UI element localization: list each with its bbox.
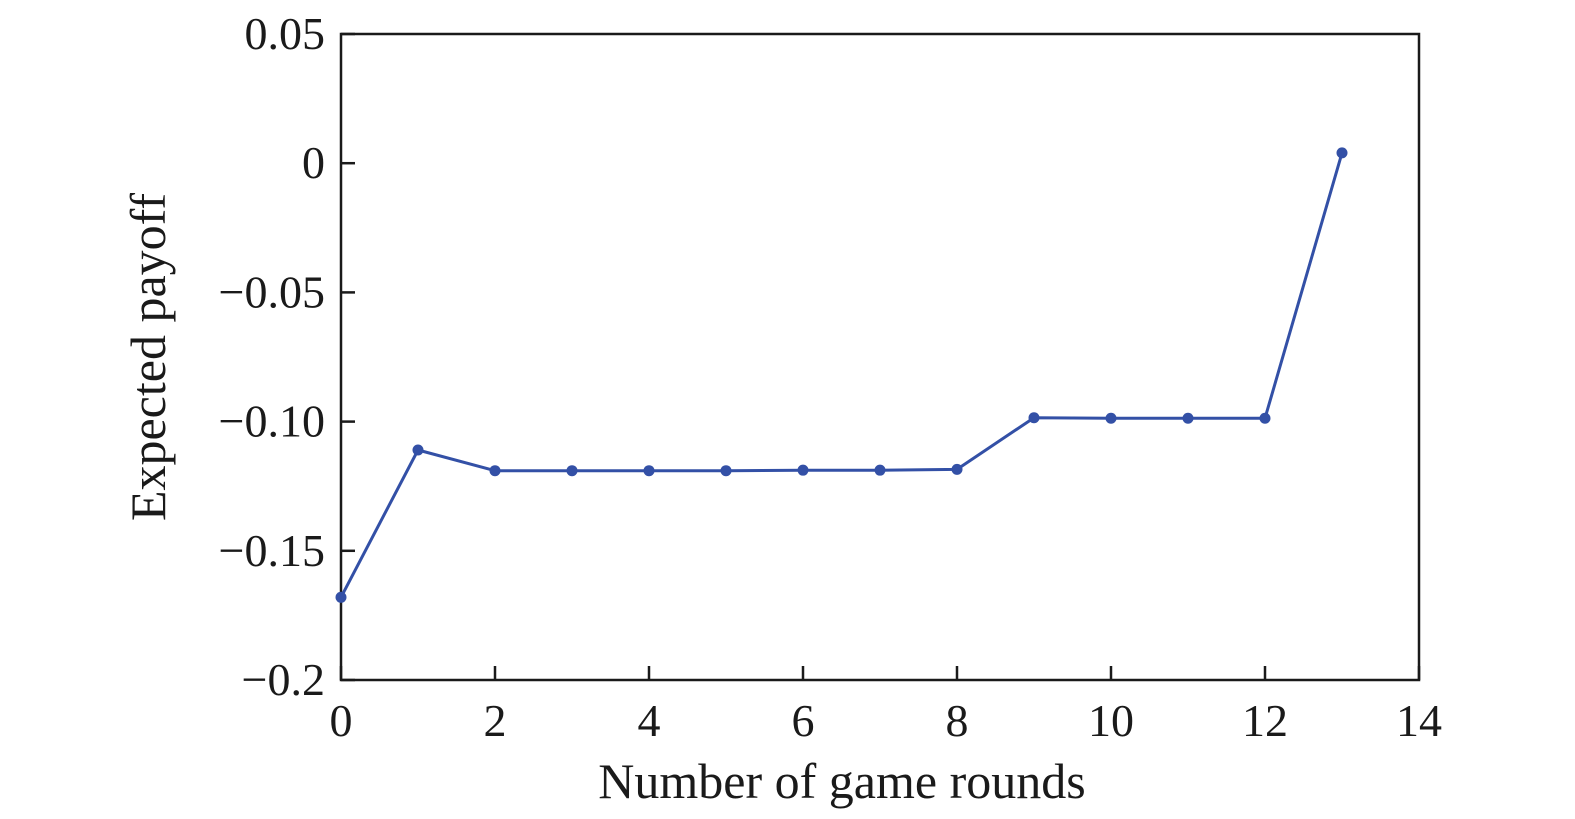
x-axis-title: Number of game rounds: [598, 753, 1085, 809]
x-tick-label: 10: [1088, 695, 1134, 746]
data-point: [335, 591, 347, 603]
data-point: [489, 465, 501, 477]
data-point: [1028, 412, 1040, 424]
x-tick-label: 6: [792, 695, 815, 746]
y-tick-label: −0.10: [219, 396, 325, 447]
y-axis-title: Expected payoff: [120, 193, 176, 521]
series-layer: [335, 147, 1348, 603]
x-tick-label: 8: [946, 695, 969, 746]
y-tick-label: −0.15: [219, 525, 325, 576]
y-tick-label: −0.05: [219, 266, 325, 317]
y-tick-label: 0: [302, 137, 325, 188]
x-axis-ticks: 0 2 4 6 8 10 12 14: [330, 666, 1442, 746]
x-tick-label: 0: [330, 695, 353, 746]
data-point: [720, 465, 732, 477]
plot-area-frame: [339, 32, 1421, 682]
data-point: [1105, 412, 1117, 424]
data-point: [797, 464, 809, 476]
x-tick-label: 14: [1396, 695, 1442, 746]
x-tick-label: 4: [638, 695, 661, 746]
series-line: [339, 152, 1344, 598]
data-point: [1259, 412, 1271, 424]
data-point: [874, 464, 886, 476]
y-axis-ticks: 0.05 0 −0.05 −0.10 −0.15 −0.2: [219, 8, 355, 705]
data-point: [1336, 147, 1348, 159]
data-point: [643, 465, 655, 477]
data-point: [412, 444, 424, 456]
data-point: [951, 463, 963, 475]
x-tick-label: 2: [484, 695, 507, 746]
x-tick-label: 12: [1242, 695, 1288, 746]
data-point: [1182, 412, 1194, 424]
y-tick-label: −0.2: [242, 654, 325, 705]
data-point: [566, 465, 578, 477]
y-tick-label: 0.05: [245, 8, 326, 59]
